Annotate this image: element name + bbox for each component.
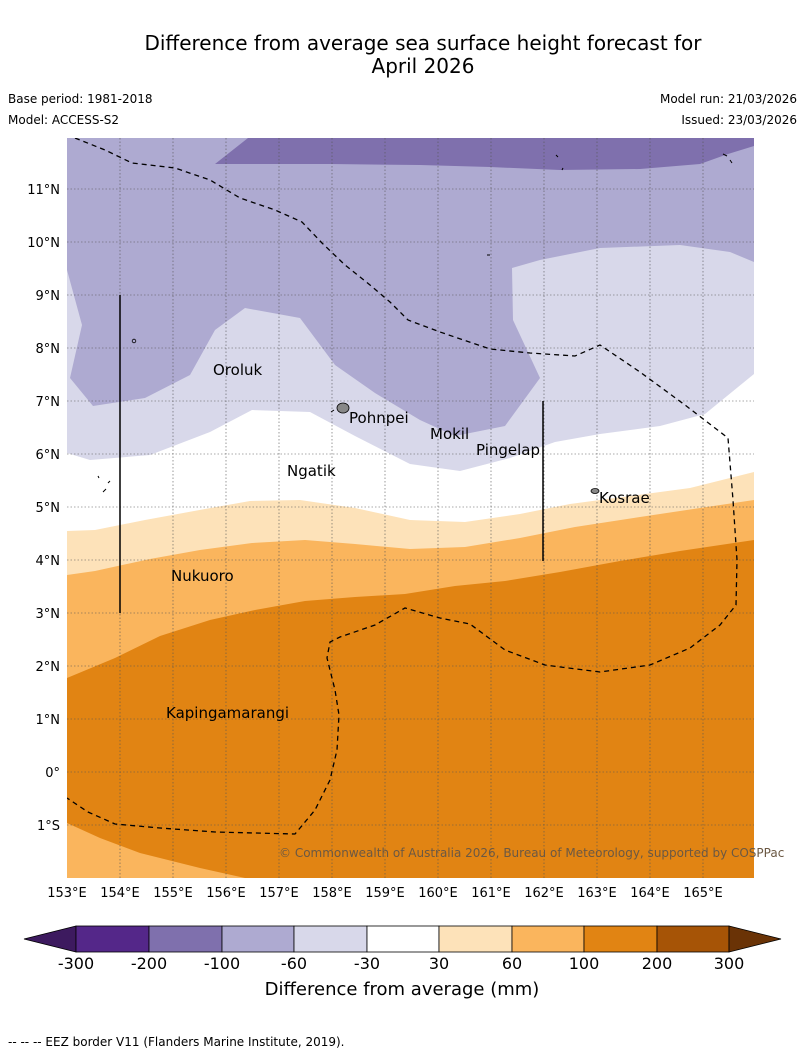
longitude-labels: 153°E 154°E 155°E 156°E 157°E 158°E 159°… [47, 886, 723, 901]
colorbar-tick: 30 [429, 954, 449, 973]
lat-label: 4°N [36, 554, 61, 569]
colorbar-swatch [656, 925, 730, 953]
place-kosrae: Kosrae [599, 489, 650, 507]
colorbar-swatch [221, 925, 295, 953]
place-kapingamarangi: Kapingamarangi [166, 704, 289, 722]
lon-label: 160°E [418, 886, 458, 901]
lat-label: 11°N [27, 183, 60, 198]
map-title: Difference from average sea surface heig… [0, 32, 804, 78]
lon-label: 157°E [259, 886, 299, 901]
colorbar [23, 925, 782, 953]
graticule [67, 138, 754, 878]
lat-label: 1°N [36, 713, 61, 728]
colorbar-tick: -100 [204, 954, 240, 973]
lon-label: 161°E [471, 886, 511, 901]
place-nukuoro: Nukuoro [171, 567, 234, 585]
colorbar-swatch [366, 925, 440, 953]
colorbar-tick: -30 [354, 954, 380, 973]
lon-label: 165°E [683, 886, 723, 901]
lon-label: 153°E [47, 886, 87, 901]
colorbar-tick: 60 [502, 954, 522, 973]
colorbar-title: Difference from average (mm) [265, 979, 540, 1000]
lat-label: 0° [45, 766, 60, 781]
colorbar-swatch [583, 925, 658, 953]
lon-label: 159°E [365, 886, 405, 901]
colorbar-low-arrow [23, 925, 77, 953]
title-line-2: April 2026 [371, 54, 475, 78]
lat-label: 5°N [36, 501, 61, 516]
lat-label: 2°N [36, 660, 61, 675]
colorbar-tick: 200 [642, 954, 673, 973]
eez-border [67, 138, 738, 835]
base-period: Base period: 1981-2018 [8, 92, 153, 106]
atoll-shape [131, 338, 137, 344]
lon-label: 156°E [206, 886, 246, 901]
model-name: Model: ACCESS-S2 [8, 113, 120, 127]
colorbar-swatch [511, 925, 585, 953]
lon-label: 154°E [100, 886, 140, 901]
field-plus-100 [67, 540, 754, 878]
colorbar-ticks: -300 -200 -100 -60 -30 30 60 100 200 300 [58, 954, 744, 973]
colorbar-tick: 300 [714, 954, 745, 973]
copyright-notice: © Commonwealth of Australia 2026, Bureau… [279, 846, 784, 860]
colorbar-tick: -60 [281, 954, 307, 973]
lat-label: 8°N [36, 342, 61, 357]
lon-label: 163°E [577, 886, 617, 901]
lon-label: 164°E [630, 886, 670, 901]
lat-label: 7°N [36, 395, 61, 410]
colorbar-swatch [148, 925, 223, 953]
lat-label: 10°N [27, 236, 60, 251]
pohnpei-island-shape [336, 402, 350, 414]
place-pingelap: Pingelap [476, 441, 540, 459]
colorbar-high-arrow [728, 925, 782, 953]
kosrae-island-shape [590, 488, 600, 494]
place-labels: Oroluk Pohnpei Mokil Pingelap Ngatik Kos… [166, 361, 650, 722]
place-pohnpei: Pohnpei [349, 409, 409, 427]
latitude-labels: 11°N 10°N 9°N 8°N 7°N 6°N 5°N 4°N 3°N 2°… [27, 183, 60, 834]
field-minus-200 [215, 138, 754, 170]
colorbar-swatch [75, 925, 150, 953]
model-run: Model run: 21/03/2026 [659, 92, 797, 106]
lon-label: 158°E [312, 886, 352, 901]
issued-date: Issued: 23/03/2026 [681, 113, 797, 127]
colorbar-tick: -200 [131, 954, 167, 973]
lat-label: 3°N [36, 607, 61, 622]
lat-label: 1°S [37, 819, 60, 834]
lat-label: 9°N [36, 289, 61, 304]
title-line-1: Difference from average sea surface heig… [144, 31, 702, 55]
lon-label: 162°E [524, 886, 564, 901]
colorbar-swatch [438, 925, 513, 953]
lon-label: 155°E [153, 886, 193, 901]
small-islets [97, 153, 733, 493]
place-mokil: Mokil [430, 425, 469, 443]
eez-legend-footer: -- -- -- EEZ border V11 (Flanders Marine… [8, 1035, 345, 1049]
colorbar-swatch [293, 925, 368, 953]
contour-fields [67, 138, 754, 878]
colorbar-tick: -300 [58, 954, 94, 973]
place-ngatik: Ngatik [287, 462, 336, 480]
colorbar-tick: 100 [569, 954, 600, 973]
place-oroluk: Oroluk [213, 361, 262, 379]
lat-label: 6°N [36, 448, 61, 463]
